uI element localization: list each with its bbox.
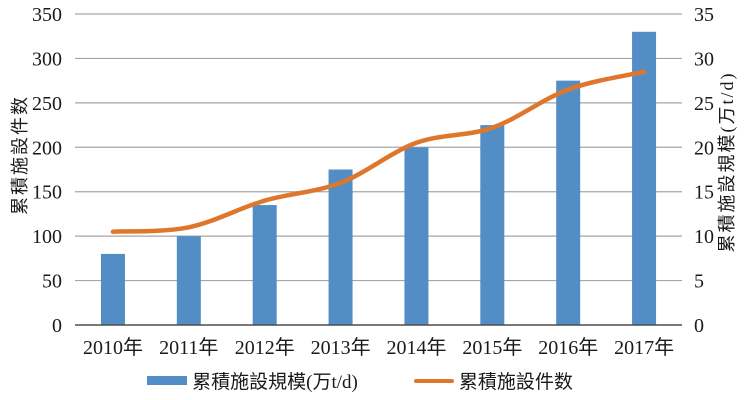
y-axis-tick-label-left: 150 [32,182,62,204]
y-axis-tick-label-right: 35 [694,4,714,26]
legend-item-bar-series: 累積施設規模(万t/d) [147,367,358,394]
y-axis-tick-label-left: 350 [32,4,62,26]
legend-label-line-series: 累積施設件数 [458,372,573,393]
plot-area: 0 50 100 150 200 250 300 350 0 5 10 15 20 25 30 35 2010年… [32,4,714,359]
y-axis-tick-label-right: 10 [694,226,714,248]
y-axis-tick-label-right: 20 [694,137,714,159]
bar-2014年 [404,147,429,325]
y-axis-tick-label-left: 250 [32,93,62,115]
x-axis-label: 2010年 [83,336,143,359]
y-axis-tick-label-right: 25 [694,93,714,115]
bar-2016年 [556,80,581,326]
line-series-path [110,69,647,234]
bar-2015年 [480,125,505,325]
bar-2012年 [252,205,277,325]
y-axis-tick-label-left: 200 [32,137,62,159]
bar-2010年 [100,253,125,325]
x-axis-label: 2014年 [386,336,446,359]
legend: 累積施設規模(万t/d) 累積施設件数 [0,367,720,394]
bar-2017年 [632,31,657,326]
x-axis-label: 2016年 [538,336,598,359]
right-axis-title: 累積施設規模(万t/d) [717,71,737,253]
left-axis-title: 累積施設件数 [10,95,30,215]
x-axis-label: 2015年 [462,336,522,359]
x-axis-label: 2011年 [159,336,218,359]
bar-2013年 [328,169,353,325]
bar-series-swatch [147,376,188,385]
x-axis-label: 2017年 [614,336,674,359]
y-axis-tick-label-left: 0 [52,315,62,337]
y-axis-tick-label-left: 100 [32,226,62,248]
y-axis-tick-label-left: 300 [32,48,62,70]
bar-2011年 [176,236,201,325]
legend-item-line-series: 累積施設件数 [413,367,573,394]
y-axis-tick-label-right: 30 [694,48,714,70]
line-series-swatch [413,378,454,383]
y-axis-tick-label-right: 0 [694,315,704,337]
y-axis-tick-label-left: 50 [42,271,62,293]
legend-label-bar-series: 累積施設規模(万t/d) [192,372,358,393]
y-axis-tick-label-right: 15 [694,182,714,204]
y-axis-tick-label-right: 5 [694,271,704,293]
x-axis-label: 2013年 [311,336,371,359]
x-axis-label: 2012年 [235,336,295,359]
